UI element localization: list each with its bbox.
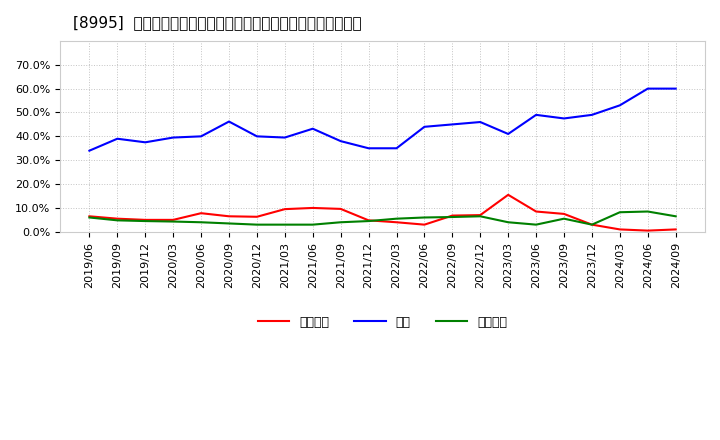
在庫: [336, 139, 345, 144]
売上債権: [336, 206, 345, 212]
買入債務: [281, 222, 289, 227]
売上債権: [671, 227, 680, 232]
在庫: [476, 119, 485, 125]
在庫: [225, 119, 233, 124]
売上債権: [420, 222, 428, 227]
買入債務: [448, 214, 456, 220]
買入債務: [253, 222, 261, 227]
買入債務: [532, 222, 541, 227]
在庫: [504, 131, 513, 136]
在庫: [197, 134, 205, 139]
売上債権: [113, 216, 122, 221]
在庫: [308, 126, 317, 132]
売上債権: [85, 214, 94, 219]
売上債権: [532, 209, 541, 214]
買入債務: [225, 221, 233, 226]
在庫: [644, 86, 652, 91]
買入債務: [476, 214, 485, 219]
買入債務: [559, 216, 568, 221]
Line: 在庫: 在庫: [89, 88, 675, 150]
売上債権: [588, 222, 596, 227]
Legend: 売上債権, 在庫, 買入債務: 売上債権, 在庫, 買入債務: [253, 311, 512, 334]
売上債権: [253, 214, 261, 220]
買入債務: [616, 209, 624, 215]
売上債権: [197, 211, 205, 216]
在庫: [448, 122, 456, 127]
売上債権: [392, 220, 401, 225]
買入債務: [504, 220, 513, 225]
在庫: [616, 103, 624, 108]
在庫: [532, 112, 541, 117]
買入債務: [336, 220, 345, 225]
売上債権: [476, 213, 485, 218]
買入債務: [169, 219, 178, 224]
在庫: [420, 124, 428, 129]
売上債権: [308, 205, 317, 211]
在庫: [85, 148, 94, 153]
Line: 買入債務: 買入債務: [89, 212, 675, 225]
売上債権: [644, 228, 652, 233]
買入債務: [141, 218, 150, 224]
売上債権: [141, 217, 150, 223]
買入債務: [671, 214, 680, 219]
売上債権: [281, 206, 289, 212]
買入債務: [644, 209, 652, 214]
買入債務: [364, 218, 373, 224]
買入債務: [113, 218, 122, 223]
在庫: [281, 135, 289, 140]
売上債権: [616, 227, 624, 232]
在庫: [364, 146, 373, 151]
在庫: [169, 135, 178, 140]
在庫: [588, 112, 596, 117]
在庫: [253, 134, 261, 139]
在庫: [559, 116, 568, 121]
売上債権: [504, 192, 513, 198]
買入債務: [392, 216, 401, 221]
売上債権: [225, 214, 233, 219]
買入債務: [197, 220, 205, 225]
売上債権: [559, 211, 568, 216]
買入債務: [588, 222, 596, 227]
売上債権: [169, 217, 178, 223]
売上債権: [448, 213, 456, 218]
Text: [8995]  売上債権、在庫、買入債務の総資産に対する比率の推移: [8995] 売上債権、在庫、買入債務の総資産に対する比率の推移: [73, 15, 361, 30]
買入債務: [420, 215, 428, 220]
買入債務: [308, 222, 317, 227]
在庫: [141, 139, 150, 145]
在庫: [671, 86, 680, 91]
Line: 売上債権: 売上債権: [89, 195, 675, 231]
在庫: [392, 146, 401, 151]
売上債権: [364, 218, 373, 223]
買入債務: [85, 215, 94, 220]
在庫: [113, 136, 122, 141]
